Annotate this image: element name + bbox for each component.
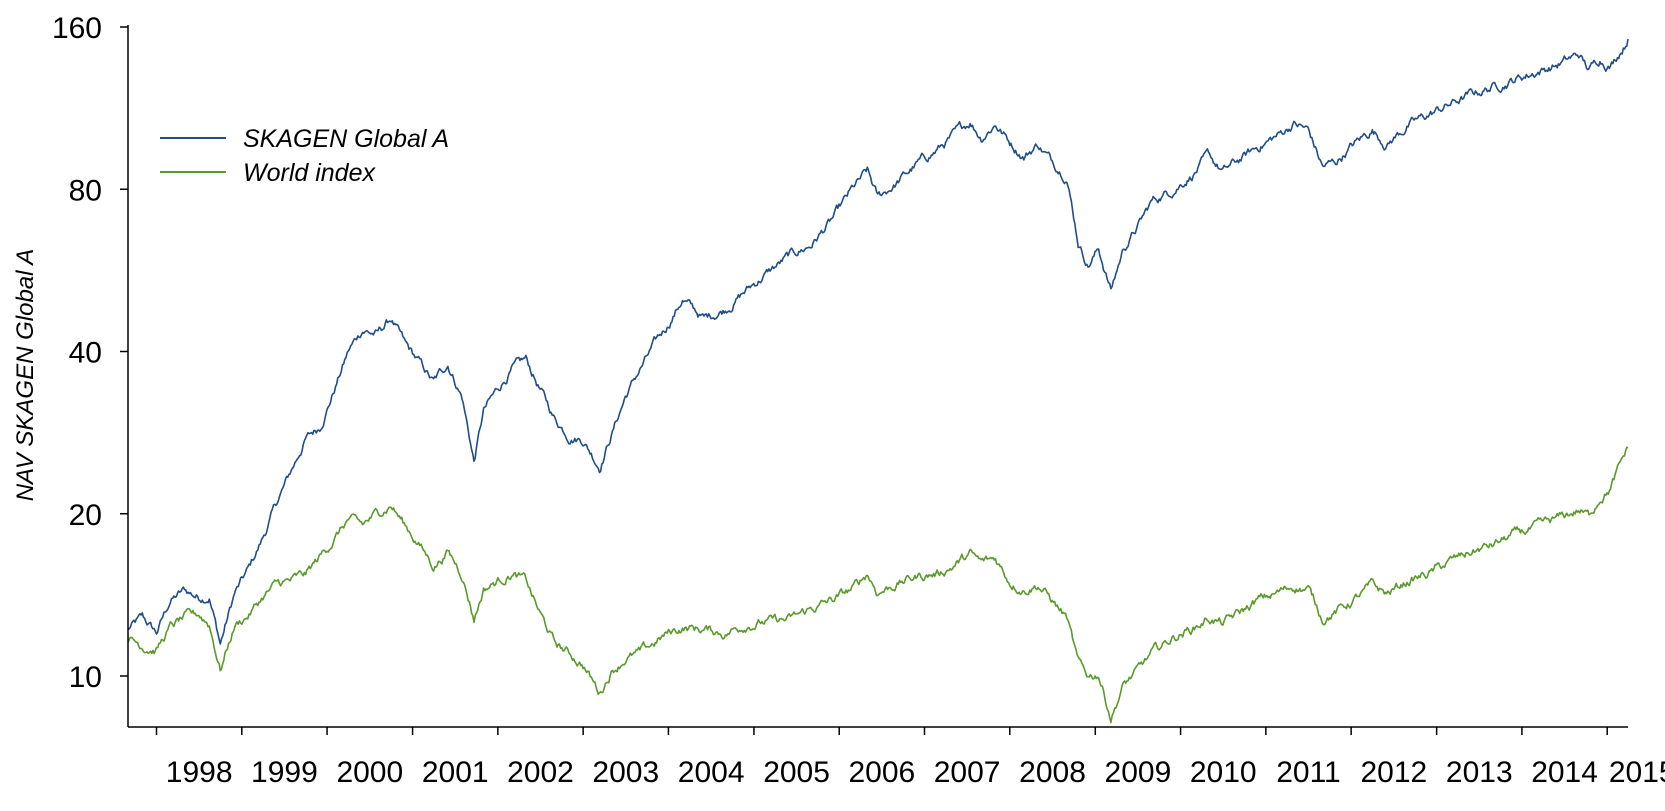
y-tick-label: 20 — [69, 499, 102, 532]
x-tick-label: 2006 — [848, 756, 915, 789]
x-tick-label: 2015 — [1609, 756, 1665, 789]
x-tick-label: 2000 — [336, 756, 403, 789]
x-tick-label: 2005 — [763, 756, 830, 789]
legend: SKAGEN Global A World index — [160, 125, 449, 187]
legend-label-world: World index — [243, 159, 376, 187]
x-tick-label: 2014 — [1531, 756, 1598, 789]
x-tick-label: 2011 — [1276, 756, 1341, 789]
x-tick-label: 2004 — [678, 756, 745, 789]
series-line-skagen-global-a — [127, 38, 1629, 645]
x-tick-label: 1998 — [166, 756, 233, 789]
series-line-world-index — [127, 446, 1629, 724]
x-tick-label: 2012 — [1361, 756, 1428, 789]
x-tick-label: 2001 — [422, 756, 489, 789]
x-tick-label: 2010 — [1190, 756, 1257, 789]
x-tick-label: 1999 — [251, 756, 318, 789]
x-tick-label: 2013 — [1446, 756, 1513, 789]
y-tick-label: 160 — [52, 12, 102, 45]
y-tick-label: 40 — [69, 337, 102, 370]
x-tick-label: 2002 — [507, 756, 574, 789]
y-tick-label: 10 — [69, 661, 102, 694]
series-lines — [127, 38, 1629, 724]
legend-label-skagen: SKAGEN Global A — [243, 125, 449, 153]
x-tick-label: 2009 — [1105, 756, 1172, 789]
x-tick-label: 2007 — [934, 756, 1001, 789]
y-tick-label: 80 — [69, 174, 102, 207]
x-tick-label: 2008 — [1019, 756, 1086, 789]
x-tick-label: 2003 — [592, 756, 659, 789]
y-axis-title: NAV SKAGEN Global A — [12, 249, 39, 502]
x-axis-ticks: 1998 1999 2000 2001 2002 2003 2004 2005 2006 2007… — [155, 727, 1665, 789]
y-axis-ticks: 10 20 40 80 160 — [52, 12, 128, 694]
